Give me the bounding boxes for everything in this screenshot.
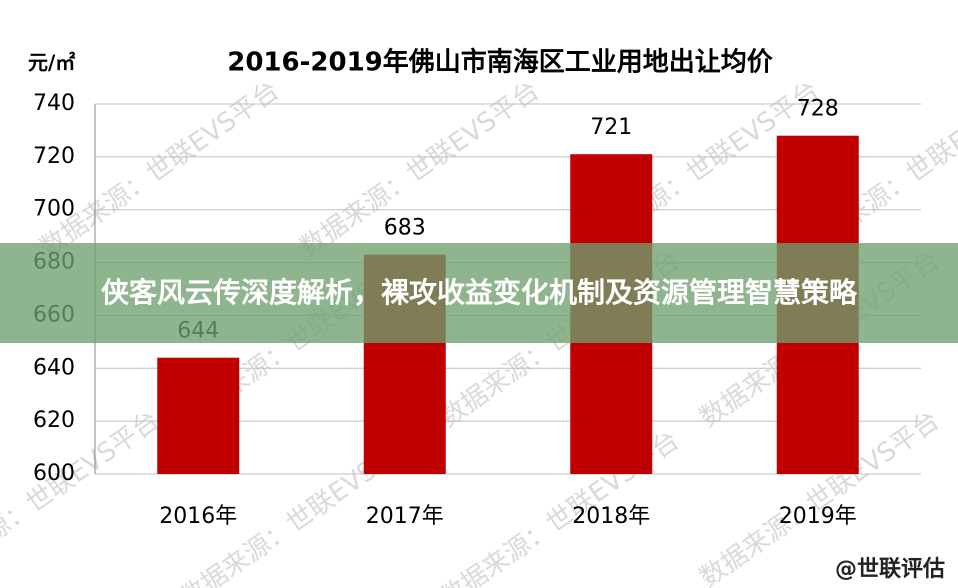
banner: 侠客风云传深度解析，裸攻收益变化机制及资源管理智慧策略 (0, 243, 958, 343)
banner-text: 侠客风云传深度解析，裸攻收益变化机制及资源管理智慧策略 (100, 276, 857, 309)
x-tick-label: 2019年 (779, 504, 857, 529)
value-label: 728 (797, 97, 839, 122)
y-tick-label: 600 (33, 461, 75, 486)
x-tick-label: 2017年 (366, 504, 444, 529)
y-tick-label: 640 (33, 355, 75, 380)
y-tick-label: 720 (33, 144, 75, 169)
y-unit: 元/㎡ (28, 51, 75, 75)
y-tick-label: 740 (33, 91, 75, 116)
chart-title: 2016-2019年佛山市南海区工业用地出让均价 (227, 47, 774, 78)
value-label: 683 (384, 216, 426, 241)
source: @世联评估 (835, 557, 945, 582)
bar (157, 357, 240, 474)
value-label: 721 (590, 115, 632, 140)
y-tick-label: 700 (33, 197, 75, 222)
y-tick-label: 620 (33, 408, 75, 433)
x-tick-label: 2018年 (572, 504, 650, 529)
x-tick-label: 2016年 (159, 504, 237, 529)
